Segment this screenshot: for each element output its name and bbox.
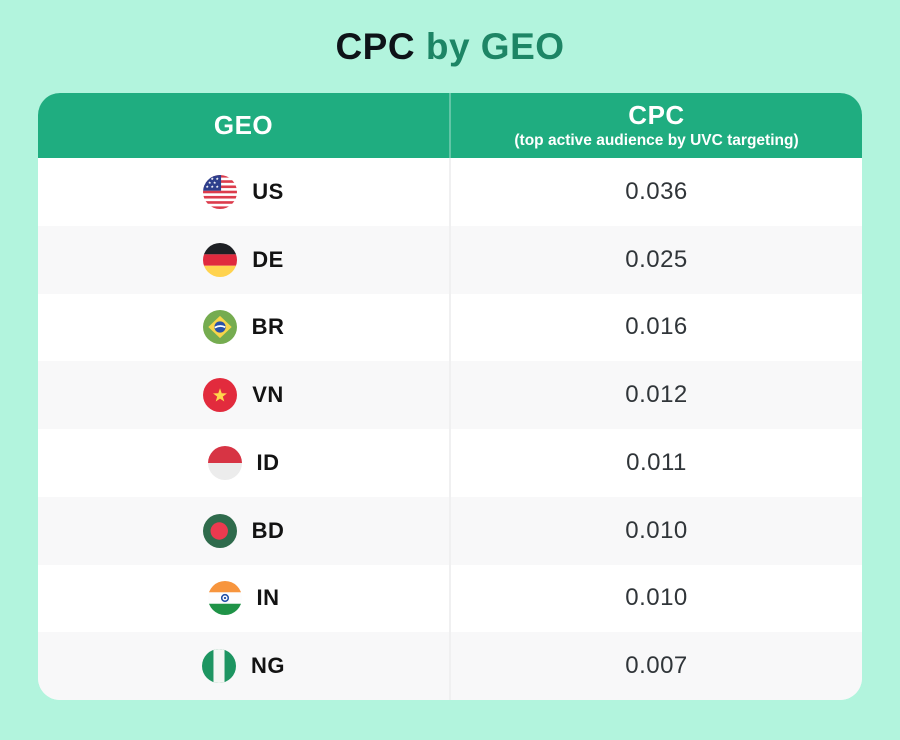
cpc-cell: 0.010 <box>449 496 862 565</box>
geo-column-label: GEO <box>213 110 274 141</box>
cpc-cell: 0.025 <box>449 225 862 294</box>
table-row: BD 0.010 <box>38 496 862 565</box>
flag-ng-icon <box>202 649 236 684</box>
geo-cell: DE <box>38 226 449 294</box>
cpc-by-geo-table: GEO CPC (top active audience by UVC targ… <box>38 93 862 700</box>
table-row: US 0.036 <box>38 158 862 226</box>
geo-cell: IN <box>38 565 449 633</box>
flag-vn-icon <box>203 378 238 413</box>
cpc-cell: 0.011 <box>449 429 862 497</box>
flag-in-icon <box>207 581 242 616</box>
cpc-column-sublabel: (top active audience by UVC targeting) <box>514 131 799 149</box>
flag-id-icon <box>207 445 242 480</box>
geo-label: DE <box>252 246 284 272</box>
geo-cell: NG <box>38 632 449 700</box>
geo-cell: US <box>38 158 449 226</box>
title-green-part: by GEO <box>415 25 565 67</box>
header-cell-cpc: CPC (top active audience by UVC targetin… <box>449 93 862 158</box>
flag-de-icon <box>203 242 238 277</box>
geo-label: US <box>252 178 284 204</box>
title-black-part: CPC <box>335 25 416 67</box>
geo-label: VN <box>252 382 284 408</box>
geo-cell: BR <box>38 294 449 362</box>
table-header: GEO CPC (top active audience by UVC targ… <box>38 93 862 158</box>
header-cell-geo: GEO <box>38 93 449 158</box>
geo-label: BD <box>251 517 285 543</box>
geo-label: NG <box>251 653 285 679</box>
geo-cell: ID <box>38 429 449 497</box>
table-row: BR 0.016 <box>38 293 862 362</box>
table-row: NG 0.007 <box>38 632 862 700</box>
table-body: US 0.036 <box>38 158 862 700</box>
geo-cell: VN <box>38 361 449 429</box>
table-row: ID 0.011 <box>38 429 862 497</box>
geo-label: ID <box>256 449 280 475</box>
cpc-cell: 0.012 <box>449 361 862 429</box>
page-title: CPC by GEO <box>0 0 900 93</box>
table-row: IN 0.010 <box>38 564 862 633</box>
cpc-cell: 0.016 <box>449 293 862 362</box>
cpc-column-label: CPC <box>628 100 685 131</box>
cpc-cell: 0.036 <box>449 158 862 226</box>
flag-us-icon <box>203 174 238 209</box>
flag-bd-icon <box>202 513 237 548</box>
geo-label: IN <box>256 585 280 611</box>
table-row: VN 0.012 <box>38 361 862 429</box>
table-row: DE 0.025 <box>38 225 862 294</box>
flag-br-icon <box>202 310 237 345</box>
cpc-cell: 0.010 <box>449 564 862 633</box>
geo-label: BR <box>251 314 285 340</box>
cpc-cell: 0.007 <box>449 632 862 700</box>
geo-cell: BD <box>38 497 449 565</box>
